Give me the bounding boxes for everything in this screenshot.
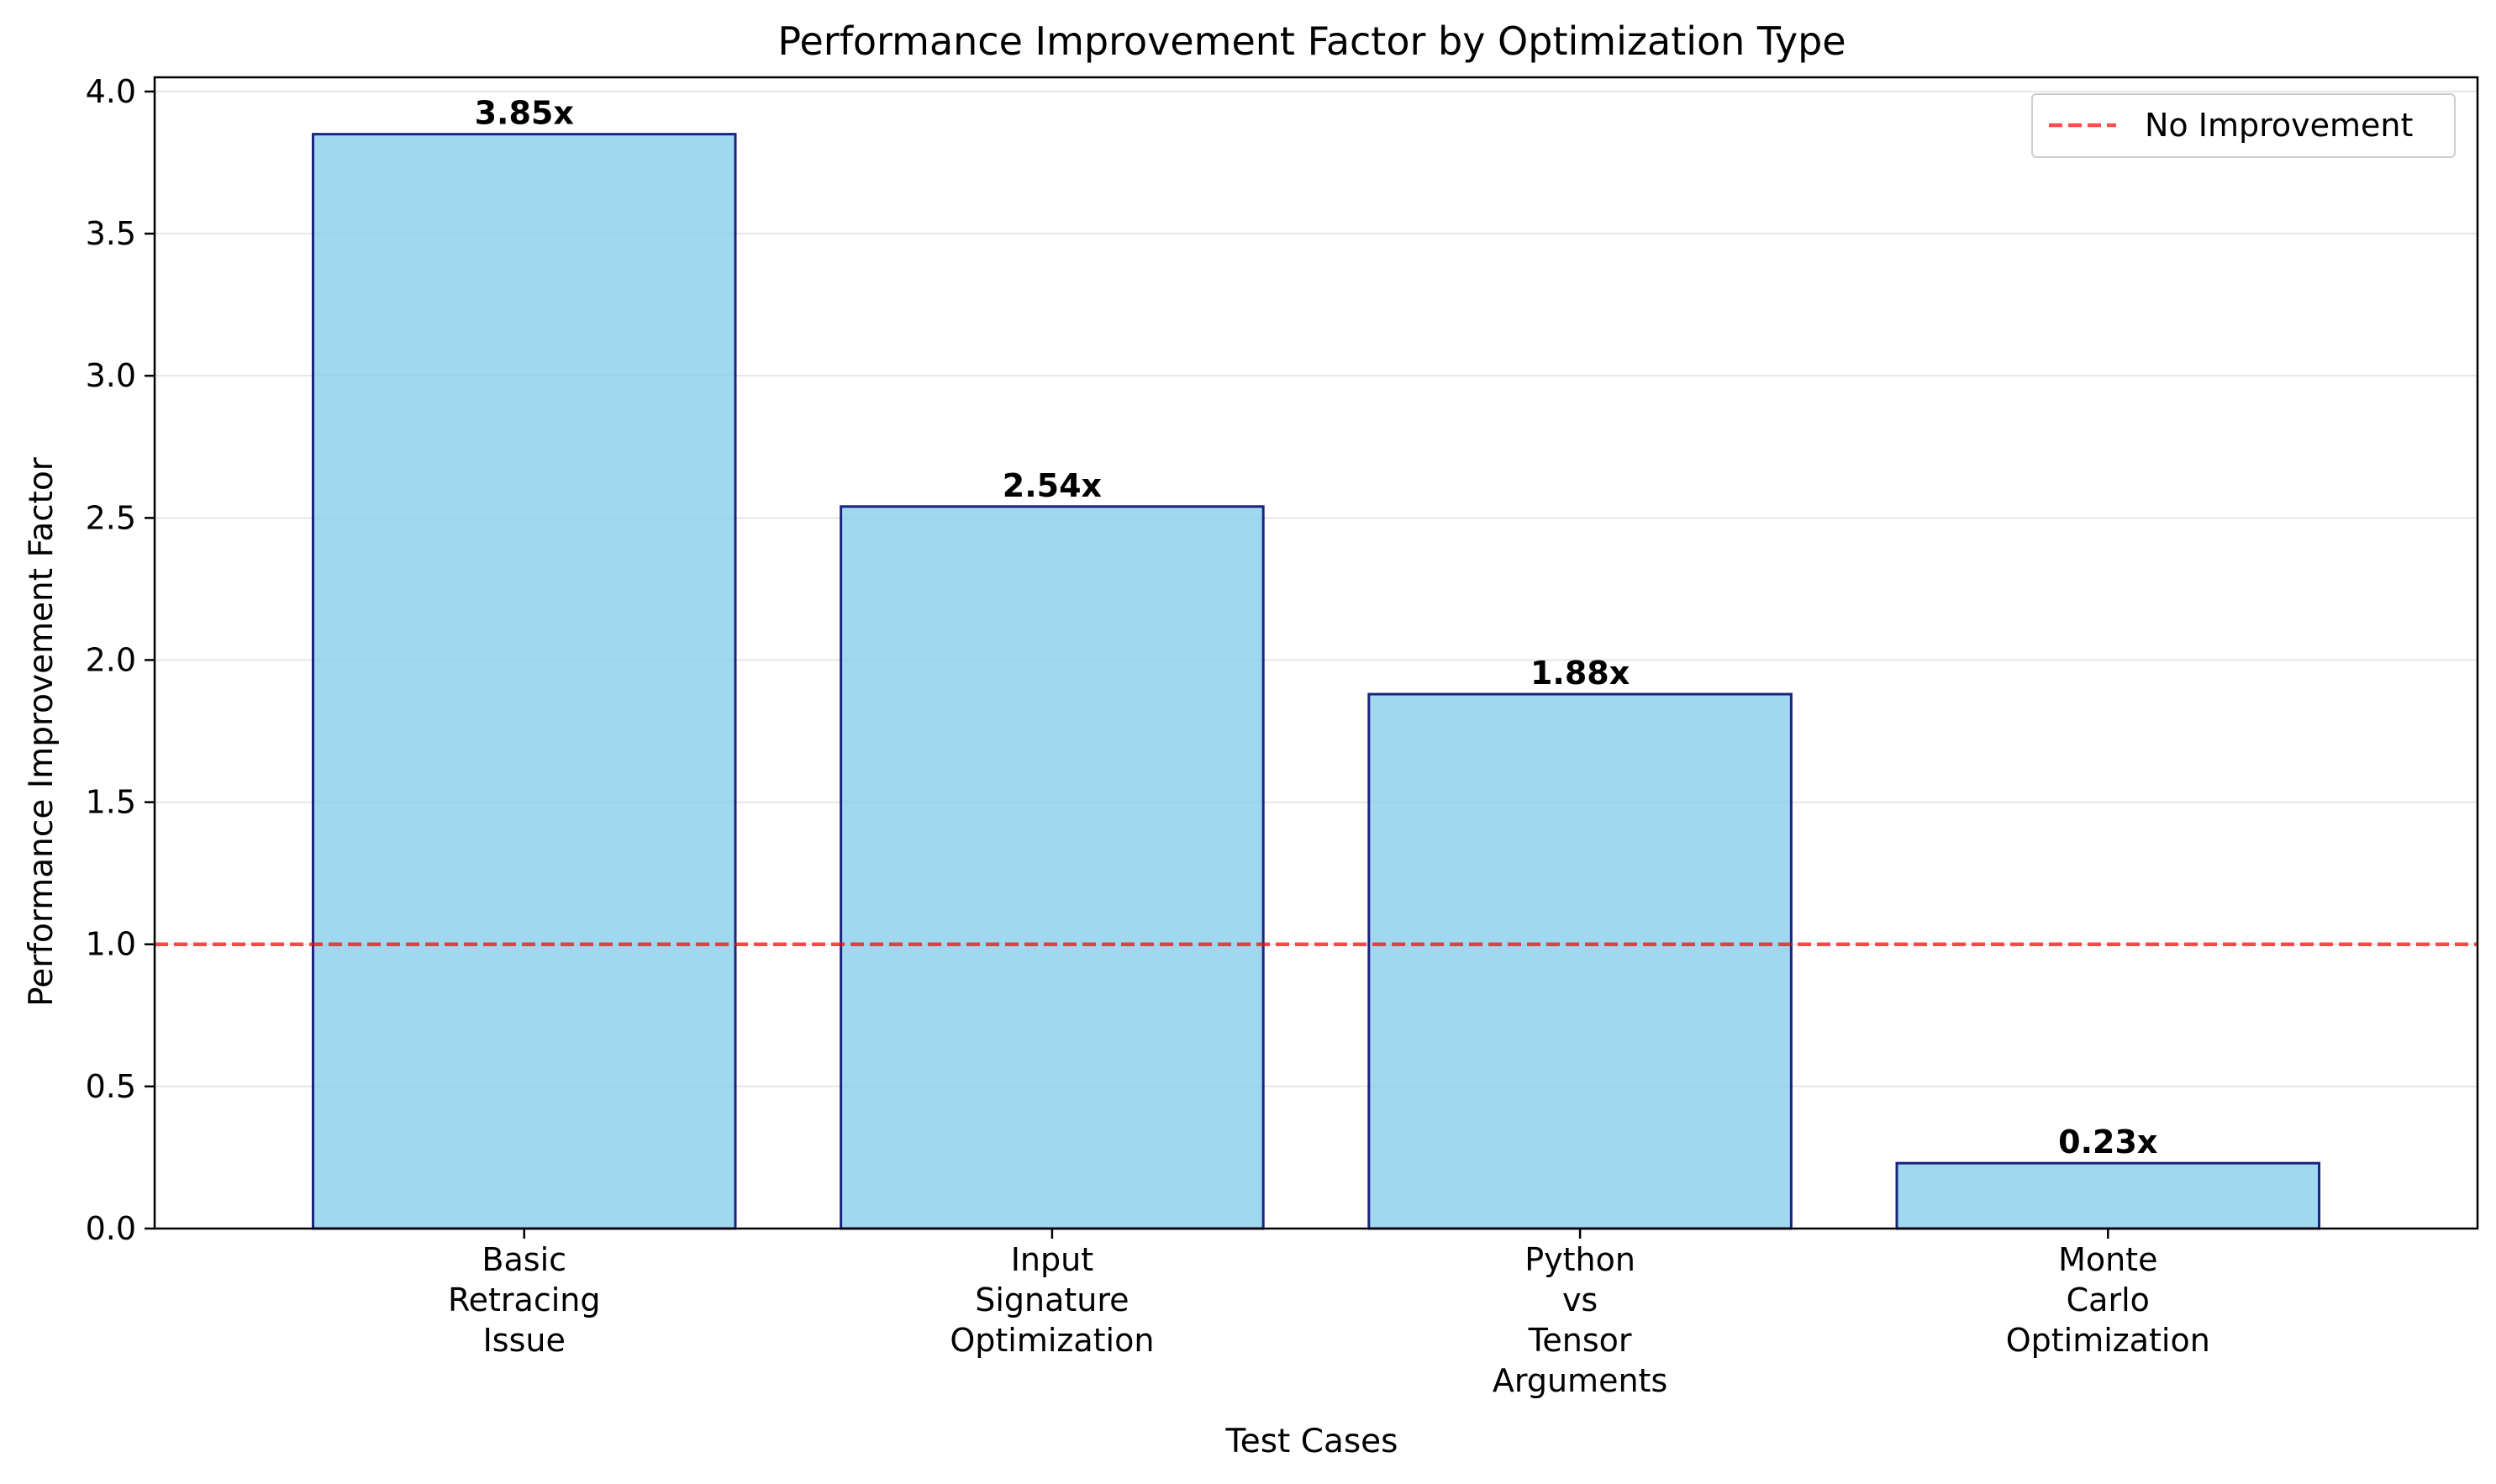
x-tick-label: Python vs Tensor Arguments xyxy=(1493,1241,1667,1399)
y-tick-label: 3.0 xyxy=(86,357,136,394)
y-tick-label: 4.0 xyxy=(86,73,136,110)
y-tick-label: 2.0 xyxy=(86,641,136,678)
x-tick-label-line: Retracing xyxy=(448,1281,601,1318)
x-tick-label-line: Monte xyxy=(2058,1241,2157,1278)
data-label: 0.23x xyxy=(2058,1124,2157,1160)
legend-box xyxy=(2031,93,2456,158)
x-tick-label-line: Issue xyxy=(483,1322,566,1359)
x-axis-label: Test Cases xyxy=(1225,1423,1398,1460)
y-axis-ticks: 0.0 0.5 1.0 1.5 2.0 2.5 3.0 3.5 4.0 xyxy=(86,73,155,1247)
chart-title: Performance Improvement Factor by Optimi… xyxy=(777,18,1846,64)
data-label: 2.54x xyxy=(1003,467,1102,504)
bars xyxy=(311,133,2321,1230)
x-tick-label-line: Arguments xyxy=(1493,1362,1667,1399)
x-tick-label: Monte Carlo Optimization xyxy=(2006,1241,2210,1359)
x-tick-label-line: Python xyxy=(1524,1241,1635,1278)
x-axis-ticks: Basic Retracing Issue Input Signature Optimiz… xyxy=(448,1229,2210,1399)
y-tick-label: 0.0 xyxy=(86,1210,136,1247)
x-tick-label-line: Optimization xyxy=(2006,1322,2210,1359)
x-tick-label-line: Tensor xyxy=(1528,1322,1632,1359)
x-tick-label: Input Signature Optimization xyxy=(950,1241,1154,1359)
y-tick-label: 0.5 xyxy=(86,1068,136,1105)
x-tick-label-line: Signature xyxy=(975,1281,1129,1318)
data-label: 1.88x xyxy=(1530,655,1630,692)
y-tick-label: 2.5 xyxy=(86,499,136,536)
x-tick-label-line: Optimization xyxy=(950,1322,1154,1359)
y-tick-label: 1.5 xyxy=(86,784,136,821)
bar xyxy=(311,133,737,1230)
y-axis-label: Performance Improvement Factor xyxy=(23,456,61,1007)
legend-entry-label: No Improvement xyxy=(2145,107,2413,144)
legend: No Improvement xyxy=(2031,93,2456,158)
bar xyxy=(1367,692,1793,1230)
x-tick-label-line: Input xyxy=(1011,1241,1093,1278)
x-tick-label: Basic Retracing Issue xyxy=(448,1241,601,1359)
x-tick-label-line: Carlo xyxy=(2067,1281,2150,1318)
data-label: 3.85x xyxy=(475,95,574,132)
y-tick-label: 3.5 xyxy=(86,215,136,252)
data-labels: 3.85x 2.54x 1.88x 0.23x xyxy=(475,95,2158,1161)
bar xyxy=(1895,1161,2321,1230)
axes xyxy=(153,76,2479,1230)
x-tick-label-line: vs xyxy=(1562,1281,1598,1318)
y-tick-label: 1.0 xyxy=(86,926,136,963)
x-tick-label-line: Basic xyxy=(482,1241,566,1278)
plot-frame xyxy=(153,76,2479,1230)
bar xyxy=(840,505,1265,1230)
